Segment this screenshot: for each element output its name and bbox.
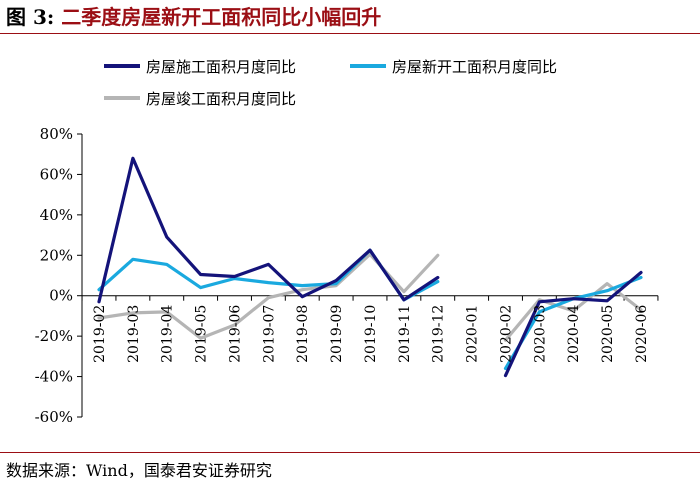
legend-label-1: 房屋新开工面积月度同比 xyxy=(392,58,557,76)
x-tick-label: 2020-03 xyxy=(532,305,548,363)
x-tick-label: 2020-04 xyxy=(566,305,582,363)
x-tick-label: 2020-05 xyxy=(600,305,616,363)
y-tick-label: -60% xyxy=(35,408,73,426)
legend-label-2: 房屋竣工面积月度同比 xyxy=(146,90,296,108)
figure-title: 图 3: 二季度房屋新开工面积同比小幅回升 xyxy=(0,0,700,34)
x-tick-label: 2019-07 xyxy=(261,305,277,363)
y-tick-label: -40% xyxy=(35,368,73,386)
x-tick-label: 2019-06 xyxy=(228,305,244,363)
x-tick-label: 2019-10 xyxy=(363,305,379,363)
y-tick-label: 80% xyxy=(40,125,73,143)
x-tick-label: 2019-05 xyxy=(194,305,210,363)
legend-label-0: 房屋施工面积月度同比 xyxy=(146,58,296,76)
source-note: 数据来源：Wind，国泰君安证券研究 xyxy=(0,452,700,488)
figure-label: 图 3: xyxy=(6,5,55,29)
x-tick-label: 2019-03 xyxy=(126,305,142,363)
x-tick-label: 2019-11 xyxy=(397,305,413,363)
x-tick-label: 2019-08 xyxy=(295,305,311,363)
y-tick-label: 20% xyxy=(40,246,73,264)
series-line-0 xyxy=(97,156,440,304)
x-tick-label: 2019-04 xyxy=(160,305,176,363)
y-tick-label: 0% xyxy=(49,287,73,305)
y-tick-label: 40% xyxy=(40,206,73,224)
x-tick-label: 2020-06 xyxy=(634,305,650,363)
x-tick-label: 2019-02 xyxy=(92,305,108,363)
y-tick-label: -20% xyxy=(35,327,73,345)
x-tick-label: 2019-09 xyxy=(329,305,345,363)
x-tick-label: 2020-02 xyxy=(499,305,515,363)
x-tick-label: 2020-01 xyxy=(465,305,481,363)
figure-title-text: 二季度房屋新开工面积同比小幅回升 xyxy=(61,5,382,29)
series-line-0 xyxy=(503,270,643,378)
x-tick-label: 2019-12 xyxy=(431,305,447,363)
y-tick-label: 60% xyxy=(40,165,73,183)
